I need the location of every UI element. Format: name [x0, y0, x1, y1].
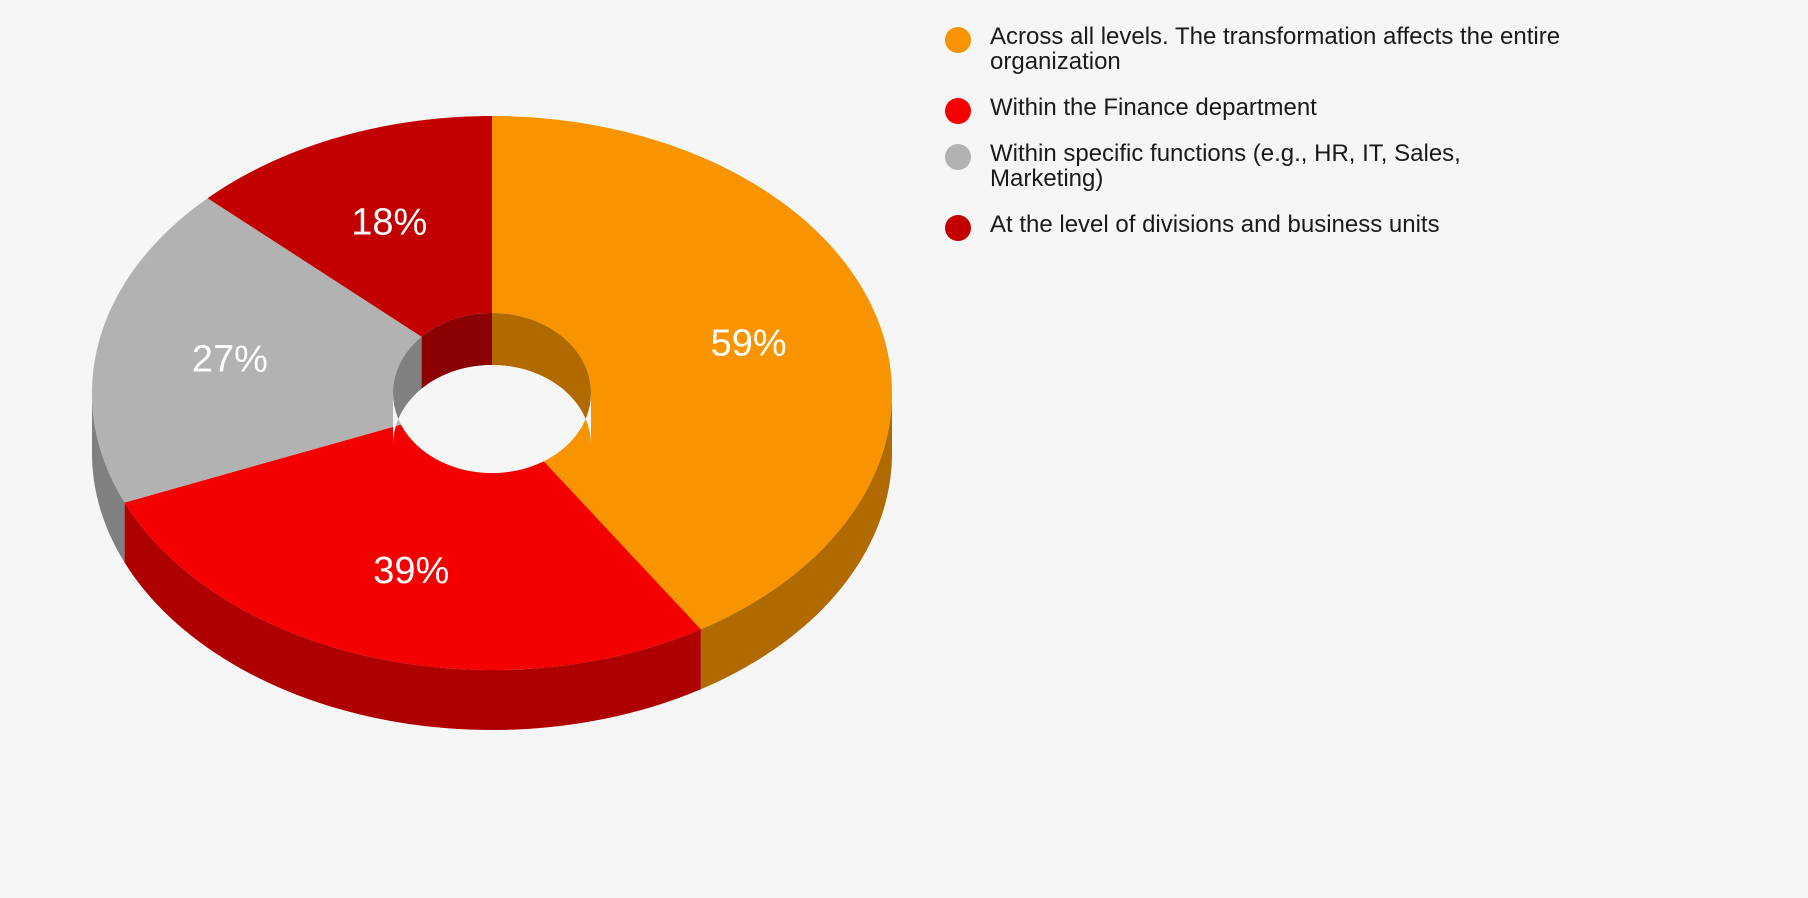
- legend-label-across-all-levels: Across all levels. The transformation af…: [990, 23, 1561, 75]
- data-label-divisions-business-units: 18%: [351, 201, 427, 243]
- slice-finance-department: [124, 424, 701, 670]
- legend-swatch-divisions-business-units: [945, 215, 971, 241]
- slice-specific-functions: [92, 198, 422, 503]
- legend-label-divisions-business-units: At the level of divisions and business u…: [990, 211, 1440, 238]
- legend-item-specific-functions: Within specific functions (e.g., HR, IT,…: [945, 141, 1565, 191]
- slice-across-all-levels: [492, 116, 892, 630]
- legend-swatch-across-all-levels: [945, 27, 971, 53]
- donut-hole: [393, 365, 591, 473]
- slice-side-specific-functions: [92, 393, 125, 563]
- slice-inner-wall-divisions-business-units-b: [421, 313, 492, 389]
- data-label-finance-department: 39%: [373, 550, 449, 592]
- slice-inner-wall-across-all-levels-a: [492, 313, 591, 445]
- legend-label-specific-functions: Within specific functions (e.g., HR, IT,…: [990, 140, 1461, 192]
- legend-item-divisions-business-units: At the level of divisions and business u…: [945, 211, 1565, 241]
- legend-item-across-all-levels: Across all levels. The transformation af…: [945, 24, 1565, 74]
- legend: Across all levels. The transformation af…: [945, 24, 1565, 258]
- legend-label-finance-department: Within the Finance department: [990, 94, 1317, 121]
- data-label-specific-functions: 27%: [192, 339, 268, 381]
- data-label-across-all-levels: 59%: [711, 323, 787, 365]
- legend-swatch-specific-functions: [945, 144, 971, 170]
- slice-side-finance-department: [124, 502, 701, 730]
- slice-divisions-business-units: [207, 116, 493, 337]
- legend-item-finance-department: Within the Finance department: [945, 94, 1565, 124]
- slice-inner-wall-specific-functions-b: [393, 336, 422, 445]
- slice-side-across-all-levels: [700, 393, 892, 690]
- legend-swatch-finance-department: [945, 98, 971, 124]
